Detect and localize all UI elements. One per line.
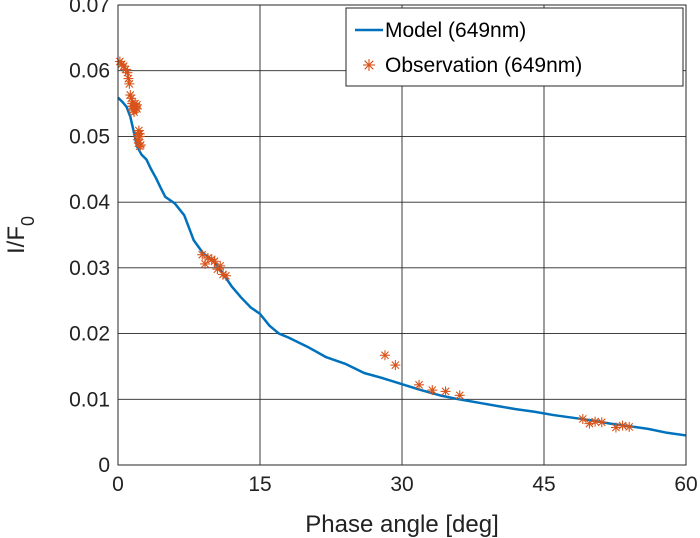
x-tick-label: 15 [248,473,271,496]
observation-point [596,417,607,428]
x-tick-label: 45 [532,473,555,496]
y-axis-label-subscript: 0 [18,216,38,226]
observation-point [135,139,146,150]
observation-point [206,254,217,265]
tick-labels: 0 15 30 45 60 0 0.01 0.02 0.03 0.04 0.05 0.06 0.07 [69,0,698,496]
observation-point [414,379,425,390]
legend-entry-observation: Observation (649nm) [385,54,582,77]
legend-box [345,7,684,87]
observation-point [617,420,628,431]
y-tick-label: 0.03 [69,257,110,280]
legend: Model (649nm) Observation (649nm) [345,7,684,87]
legend-star-glyph [363,59,375,71]
y-tick-label: 0.01 [69,388,110,411]
x-tick-label: 60 [674,473,697,496]
y-tick-label: 0.04 [69,191,110,214]
y-axis-label-main: I/F [3,226,30,254]
y-tick-label: 0.06 [69,60,110,83]
observation-point [122,67,133,78]
y-axis-label: I/F0 [3,216,38,254]
y-tick-label: 0.02 [69,323,110,346]
y-tick-label: 0.07 [69,0,110,17]
observation-point [624,421,635,432]
observation-point [454,390,465,401]
y-tick-label: 0.05 [69,125,110,148]
legend-star-marker [363,59,375,71]
x-tick-label: 30 [390,473,413,496]
series-layer [114,56,687,437]
observation-point [390,360,401,371]
observation-point [209,256,220,267]
observation-point [220,270,231,281]
observation-point [577,414,588,424]
y-tick-label: 0 [98,454,110,477]
observation-point [197,249,208,260]
observation-point [134,128,145,139]
observation-point [440,386,451,397]
x-axis-label: Phase angle [deg] [305,511,499,538]
observation-point [123,73,134,84]
observation-point [124,78,135,89]
legend-entry-model: Model (649nm) [385,19,526,42]
observation-point [131,103,142,114]
x-tick-label: 0 [112,473,124,496]
observation-point [610,422,621,433]
observation-point [590,416,601,427]
model-series-line [117,96,687,437]
plot-frame [117,4,687,466]
observation-point [379,350,390,361]
observation-point [215,260,226,271]
observation-point [427,385,438,396]
